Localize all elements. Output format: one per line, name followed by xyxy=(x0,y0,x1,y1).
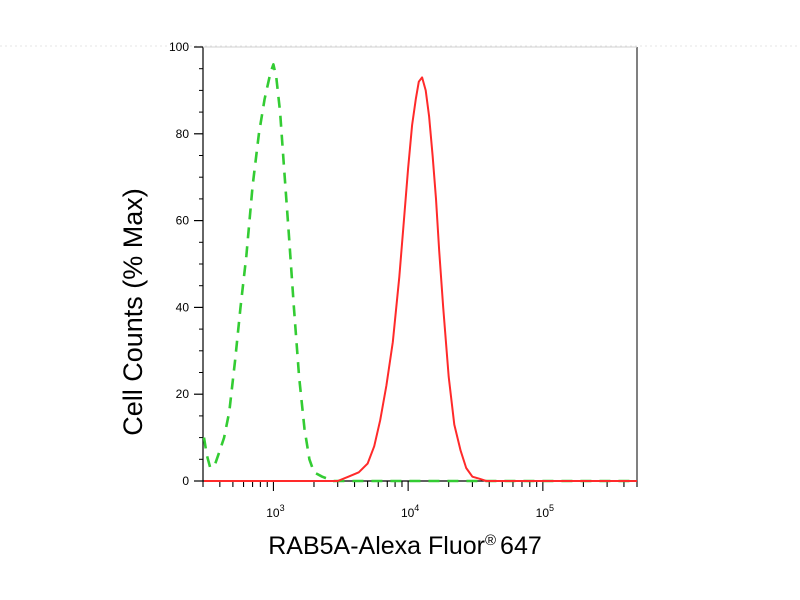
x-tick-label: 105 xyxy=(536,503,554,520)
series-layer xyxy=(202,63,637,483)
control-histogram-line xyxy=(202,63,637,483)
y-tick-label: 100 xyxy=(169,40,189,54)
y-tick-label: 20 xyxy=(176,387,190,401)
y-tick-label: 80 xyxy=(176,127,190,141)
y-axis-label: Cell Counts (% Max) xyxy=(118,188,148,436)
rab5a-histogram-line xyxy=(204,76,637,482)
y-tick-label: 0 xyxy=(182,474,189,488)
plot-frame xyxy=(202,46,638,482)
y-tick-label: 40 xyxy=(176,300,190,314)
y-axis-ticks: 0 20 40 60 80 100 xyxy=(169,40,203,488)
y-tick-label: 60 xyxy=(176,214,190,228)
x-tick-label: 103 xyxy=(266,503,284,520)
x-axis-label: RAB5A-Alexa Fluor® 647 xyxy=(268,532,542,560)
x-axis-label-text: RAB5A-Alexa Fluor xyxy=(268,532,485,560)
x-tick-label: 104 xyxy=(401,503,419,520)
x-axis-ticks: 103 104 105 xyxy=(202,481,638,520)
x-axis-label-suffix: 647 xyxy=(500,532,542,560)
x-axis-label-registered-mark: ® xyxy=(485,532,496,549)
